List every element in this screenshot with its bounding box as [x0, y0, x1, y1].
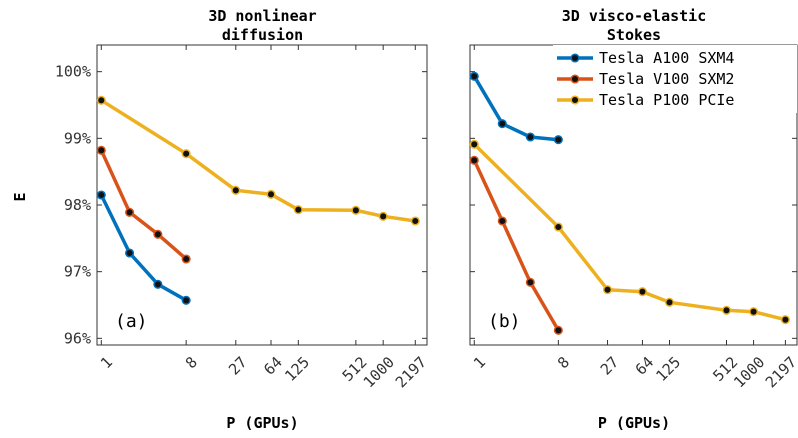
y-axis-label: E: [11, 192, 29, 201]
data-point: [181, 149, 191, 159]
data-point: [553, 222, 563, 232]
series-tesla-a100-sxm4: [96, 190, 191, 305]
data-point: [96, 190, 106, 200]
series-line: [473, 143, 786, 322]
series-tesla-a100-sxm4: [469, 71, 563, 145]
data-point: [231, 185, 241, 195]
series-line: [99, 194, 188, 302]
chart-title-line: 3D visco-elastic: [562, 7, 707, 25]
data-point: [293, 205, 303, 215]
data-point: [721, 305, 732, 315]
legend-item: Tesla P100 PCIe: [557, 91, 734, 109]
data-point: [553, 325, 563, 335]
x-tick-label: 1000: [730, 353, 768, 391]
chart-title-line: Stokes: [607, 26, 661, 44]
legend-swatch-marker: [570, 53, 580, 63]
x-tick-label: 1: [470, 353, 489, 372]
data-point: [378, 211, 388, 221]
data-point: [780, 315, 790, 325]
x-tick-label: 2197: [392, 353, 430, 391]
x-tick-label: 125: [281, 353, 313, 385]
data-point: [637, 287, 647, 297]
data-point: [664, 297, 675, 307]
data-point: [525, 132, 535, 142]
data-point: [469, 155, 479, 165]
y-tick-label: 97%: [64, 263, 91, 281]
x-tick-label: 1000: [360, 353, 398, 391]
data-point: [525, 277, 535, 287]
series-line: [472, 75, 559, 142]
panel-label: (b): [488, 311, 521, 332]
series-tesla-v100-sxm2: [469, 155, 563, 335]
data-point: [469, 139, 479, 149]
data-point: [497, 119, 507, 129]
data-point: [153, 279, 163, 289]
data-point: [749, 307, 759, 317]
series-tesla-p100-pcie: [469, 139, 790, 325]
x-tick-label: 27: [597, 353, 623, 379]
y-tick-label: 99%: [64, 129, 91, 147]
data-point: [181, 254, 191, 264]
legend-box: [553, 45, 797, 113]
data-point: [153, 229, 163, 239]
x-tick-label: 1: [97, 353, 116, 372]
x-tick-label: 8: [182, 353, 201, 372]
legend-item: Tesla A100 SXM4: [557, 49, 734, 67]
x-tick-label: 64: [632, 353, 658, 379]
x-tick-label: 27: [225, 353, 251, 379]
series-line: [99, 149, 188, 261]
series-line: [472, 159, 560, 332]
series-tesla-p100-pcie: [96, 95, 420, 226]
data-point: [410, 216, 420, 226]
x-tick-label: 8: [554, 353, 573, 372]
data-point: [497, 216, 507, 226]
legend-label: Tesla A100 SXM4: [599, 49, 734, 67]
data-point: [469, 71, 479, 81]
data-point: [125, 248, 135, 258]
x-tick-label: 2197: [762, 353, 798, 391]
chart-title-line: diffusion: [222, 26, 303, 44]
chart-title-line: 3D nonlinear: [208, 7, 316, 25]
y-tick-label: 100%: [55, 63, 91, 81]
series-tesla-v100-sxm2: [96, 145, 191, 264]
data-point: [125, 207, 135, 217]
panel-label: (a): [115, 311, 148, 332]
data-point: [266, 189, 276, 199]
series-line: [100, 98, 416, 223]
legend-swatch-marker: [570, 74, 580, 84]
legend-item: Tesla V100 SXM2: [557, 70, 734, 88]
data-point: [96, 95, 106, 105]
legend-label: Tesla V100 SXM2: [599, 70, 734, 88]
data-point: [351, 205, 361, 215]
data-point: [602, 285, 613, 295]
legend-swatch-marker: [570, 95, 580, 105]
legend: Tesla A100 SXM4 Tesla V100 SXM2 Tesla P100…: [553, 45, 797, 113]
legend-label: Tesla P100 PCIe: [599, 91, 734, 109]
x-tick-label: 125: [652, 353, 684, 385]
data-point: [553, 135, 563, 145]
data-point: [181, 295, 191, 305]
data-point: [96, 145, 106, 155]
y-tick-label: 98%: [64, 196, 91, 214]
x-axis-label: P (GPUs): [598, 414, 670, 432]
x-axis-label: P (GPUs): [226, 414, 298, 432]
x-tick-label: 64: [260, 353, 286, 379]
y-tick-label: 96%: [64, 329, 91, 347]
